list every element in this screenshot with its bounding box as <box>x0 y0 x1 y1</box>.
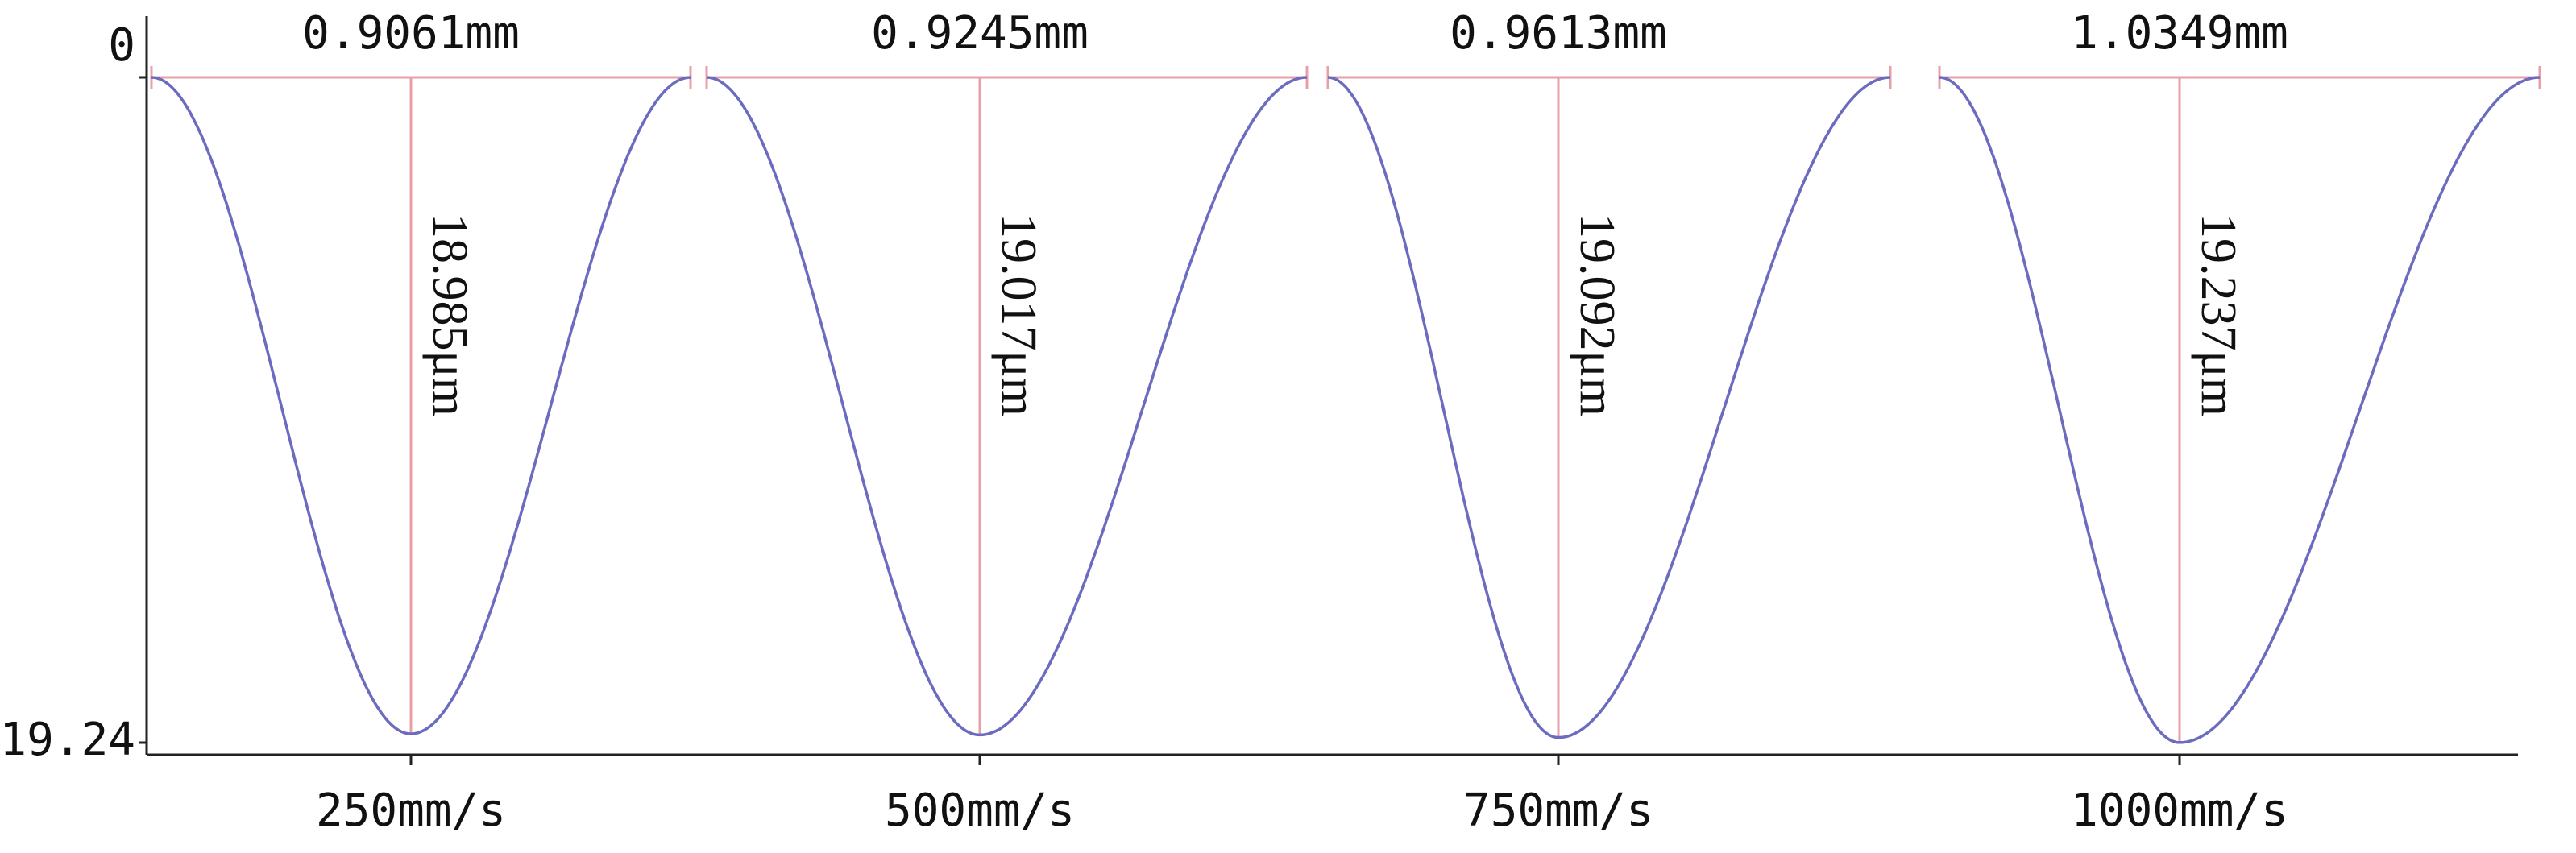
width-label: 1.0349mm <box>2071 7 2288 60</box>
depth-label: 19.017μm <box>991 213 1046 416</box>
x-tick-label: 250mm/s <box>316 785 506 837</box>
x-tick-label: 1000mm/s <box>2071 785 2288 837</box>
depth-label: 19.092μm <box>1570 213 1624 416</box>
profile-curve <box>706 76 1308 737</box>
depth-label: 18.985μm <box>422 213 477 416</box>
profile-curve <box>1939 76 2541 744</box>
width-label: 0.9061mm <box>302 7 520 60</box>
depth-label: 19.237μm <box>2191 213 2246 416</box>
y-tick-label: 0 <box>108 19 135 72</box>
profile-curve <box>151 76 691 735</box>
x-tick-label: 500mm/s <box>885 785 1075 837</box>
y-tick-label: 19.24 <box>0 714 135 766</box>
width-label: 0.9245mm <box>871 7 1089 60</box>
width-label: 0.9613mm <box>1450 7 1667 60</box>
x-tick-label: 750mm/s <box>1463 785 1653 837</box>
profile-curve <box>1327 76 1891 739</box>
